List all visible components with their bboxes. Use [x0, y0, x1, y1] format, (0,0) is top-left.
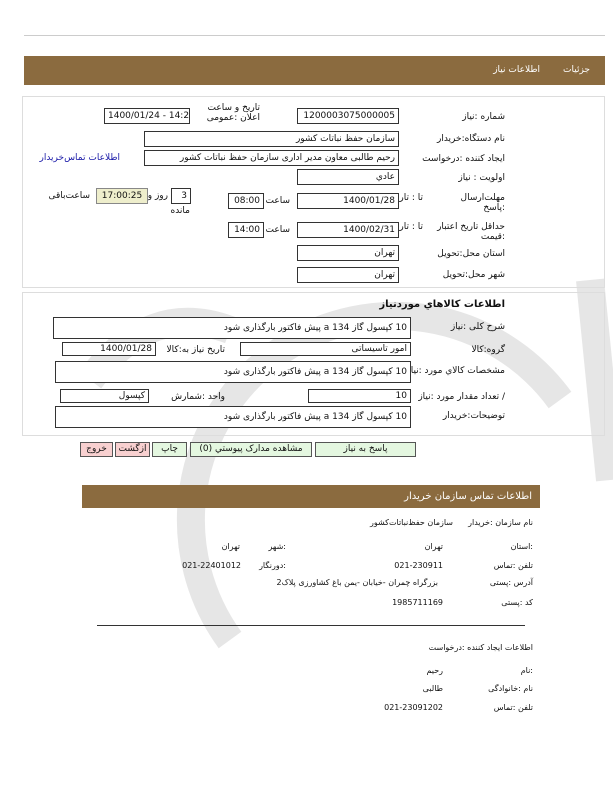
creator-name-label: :نام [520, 666, 533, 675]
reply-button[interactable]: پاسخ به نیاز [315, 442, 416, 457]
days-field: 3 [171, 188, 191, 204]
qty-label: / تعداد مقدار مورد :نیاز [418, 392, 505, 402]
contact-address-label: آدرس :پستی [489, 578, 533, 587]
need-number-field: 1200003075000005 [297, 108, 399, 124]
buyer-contact-link[interactable]: اطلاعات تماس‌خریدار [39, 153, 120, 163]
creator-family-label: نام :خانوادگی [488, 684, 533, 693]
contact-fax: 021-22401012 [182, 561, 241, 570]
unit-field: کپسول [60, 389, 149, 403]
creator-phone-label: تلفن :تماس [493, 703, 533, 712]
contact-postal-label: کد :پستی [501, 598, 533, 607]
announce-label: تاریخ و ساعت اعلان :عمومی [206, 103, 260, 123]
city-field: تهران [297, 267, 399, 283]
contact-org: سازمان حفظ‌نباتات‌کشور [370, 518, 453, 527]
deadline-to-date-label: تا : تاریخ [391, 193, 423, 203]
need-number-label: شماره :نیاز [462, 112, 505, 122]
remaining-time-field: 17:00:25 [96, 188, 148, 204]
back-button[interactable]: ازگشت [115, 442, 150, 457]
contact-phone-label: تلفن :تماس [493, 561, 533, 570]
validity-time-field: 14:00 [228, 222, 264, 238]
desc-field: 10 کپسول گاز 134 a پیش فاکتور بارگذاری ش… [53, 317, 411, 339]
creator-label: ایجاد کننده :درخواست [422, 154, 505, 164]
spec-label: مشخصات کالاي مورد :نیاز [406, 366, 505, 376]
need-date-field: 1400/01/28 [62, 342, 156, 356]
contact-city-label: :شهر [268, 542, 287, 551]
validity-time-label: ساعت [265, 225, 291, 235]
top-divider [24, 35, 605, 36]
creator-info-title: اطلاعات ایجاد کننده :درخواست [428, 643, 533, 652]
contact-address: بزرگراه چمران -خیابان -یمن باغ کشاورزی پ… [276, 578, 438, 587]
remaining-suffix: مانده [170, 206, 190, 216]
need-info-section [22, 96, 605, 288]
priority-label: اولویت : نیاز [458, 173, 505, 183]
print-button[interactable]: چاپ [152, 442, 187, 457]
spec-field: 10 کپسول گاز 134 a پیش فاکتور بارگذاری ش… [55, 361, 411, 383]
contact-province: تهران [424, 542, 443, 551]
contact-province-label: :استان [510, 542, 533, 551]
deadline-label: مهلت‌ارسال :پاسخ [460, 193, 505, 213]
buyer-org-field: سازمان حفظ نباتات کشور [144, 131, 399, 147]
group-label: گروه:کالا [471, 345, 505, 355]
unit-label: واحد :شمارش [171, 392, 225, 402]
notes-label: توضیحات:خریدار [442, 411, 505, 421]
deadline-time-field: 08:00 [228, 193, 264, 209]
notes-field: 10 کپسول گاز 134 a پیش فاکتور بارگذاری ش… [55, 406, 411, 428]
contact-postal: 1985711169 [392, 598, 443, 607]
tab-need-info[interactable]: اطلاعات نیاز [493, 65, 540, 75]
section-divider [97, 625, 525, 626]
need-date-label: تاریخ نیاز به:کالا [166, 345, 225, 355]
contact-city: تهران [221, 542, 240, 551]
remaining-label: ساعت‌باقی [48, 191, 90, 201]
goods-title: اطلاعات کالاهاي موردنیاز [379, 299, 505, 310]
contact-title: اطلاعات تماس سازمان خریدار [404, 491, 532, 502]
validity-date-field: 1400/02/31 [297, 222, 399, 238]
deadline-date-field: 1400/01/28 [297, 193, 399, 209]
announce-field: 1400/01/24 - 14:21 [104, 108, 190, 124]
buyer-org-label: نام دستگاه:خریدار [436, 134, 505, 144]
deadline-time-label: ساعت [265, 196, 291, 206]
days-label: روز و [147, 191, 168, 201]
tab-details[interactable]: جزئیات [563, 65, 590, 75]
desc-label: شرح کلی :نیاز [450, 322, 505, 332]
creator-name: رحیم [426, 666, 443, 675]
contact-fax-label: :دورنگار [259, 561, 286, 570]
exit-button[interactable]: خروج [80, 442, 113, 457]
attachments-button[interactable]: مشاهده مدارک پیوستي (0) [190, 442, 312, 457]
contact-phone: 021-230911 [394, 561, 443, 570]
priority-field: عادي [297, 169, 399, 185]
contact-header: اطلاعات تماس سازمان خریدار [82, 485, 540, 508]
contact-org-label: نام سازمان :خریدار [468, 518, 533, 527]
validity-label: حداقل تاریخ اعتبار :قیمت [437, 222, 505, 242]
header-bar: جزئیات اطلاعات نیاز [24, 56, 605, 85]
creator-family: طالبی [422, 684, 443, 693]
city-label: شهر محل:تحویل [442, 270, 505, 280]
province-label: استان محل:تحویل [437, 249, 505, 259]
creator-field: رحیم طالبی معاون مدیر اداری سازمان حفظ ن… [144, 150, 399, 166]
province-field: تهران [297, 245, 399, 261]
creator-phone: 021-23091202 [384, 703, 443, 712]
qty-field: 10 [308, 389, 411, 403]
group-field: امور تاسیساتی [240, 342, 411, 356]
goods-section [22, 292, 605, 436]
validity-to-date-label: تا : تاریخ [391, 222, 423, 232]
